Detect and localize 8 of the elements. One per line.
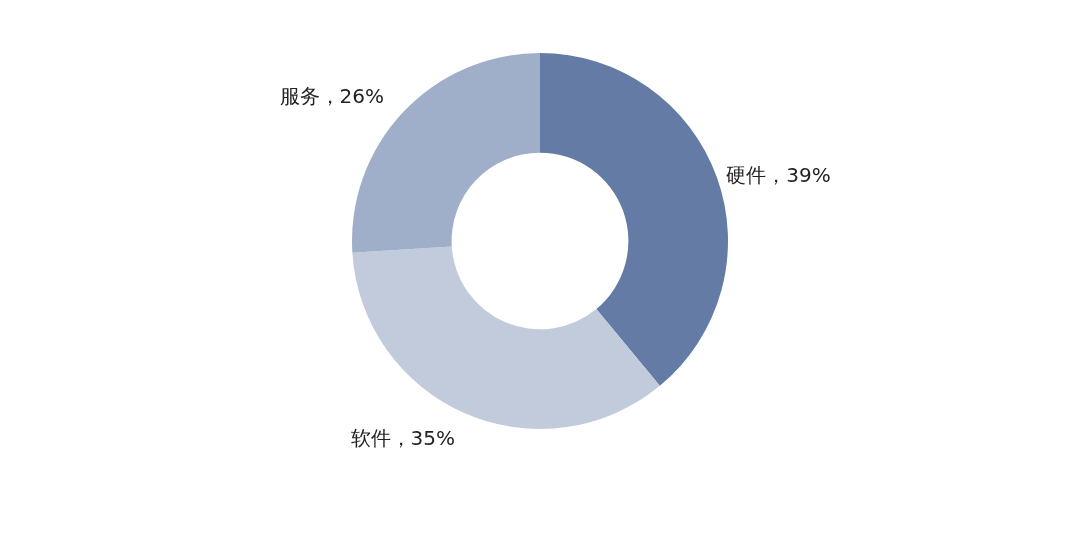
slice-label: 硬件 bbox=[726, 162, 767, 187]
data-label: ，39% bbox=[766, 162, 831, 187]
donut-slice bbox=[352, 246, 660, 429]
slice-label: 软件 bbox=[350, 426, 391, 451]
data-label: ，35% bbox=[390, 426, 456, 451]
slice-label: 服务 bbox=[279, 83, 320, 108]
donut-slice bbox=[540, 53, 728, 386]
data-label: ，26% bbox=[319, 83, 384, 108]
